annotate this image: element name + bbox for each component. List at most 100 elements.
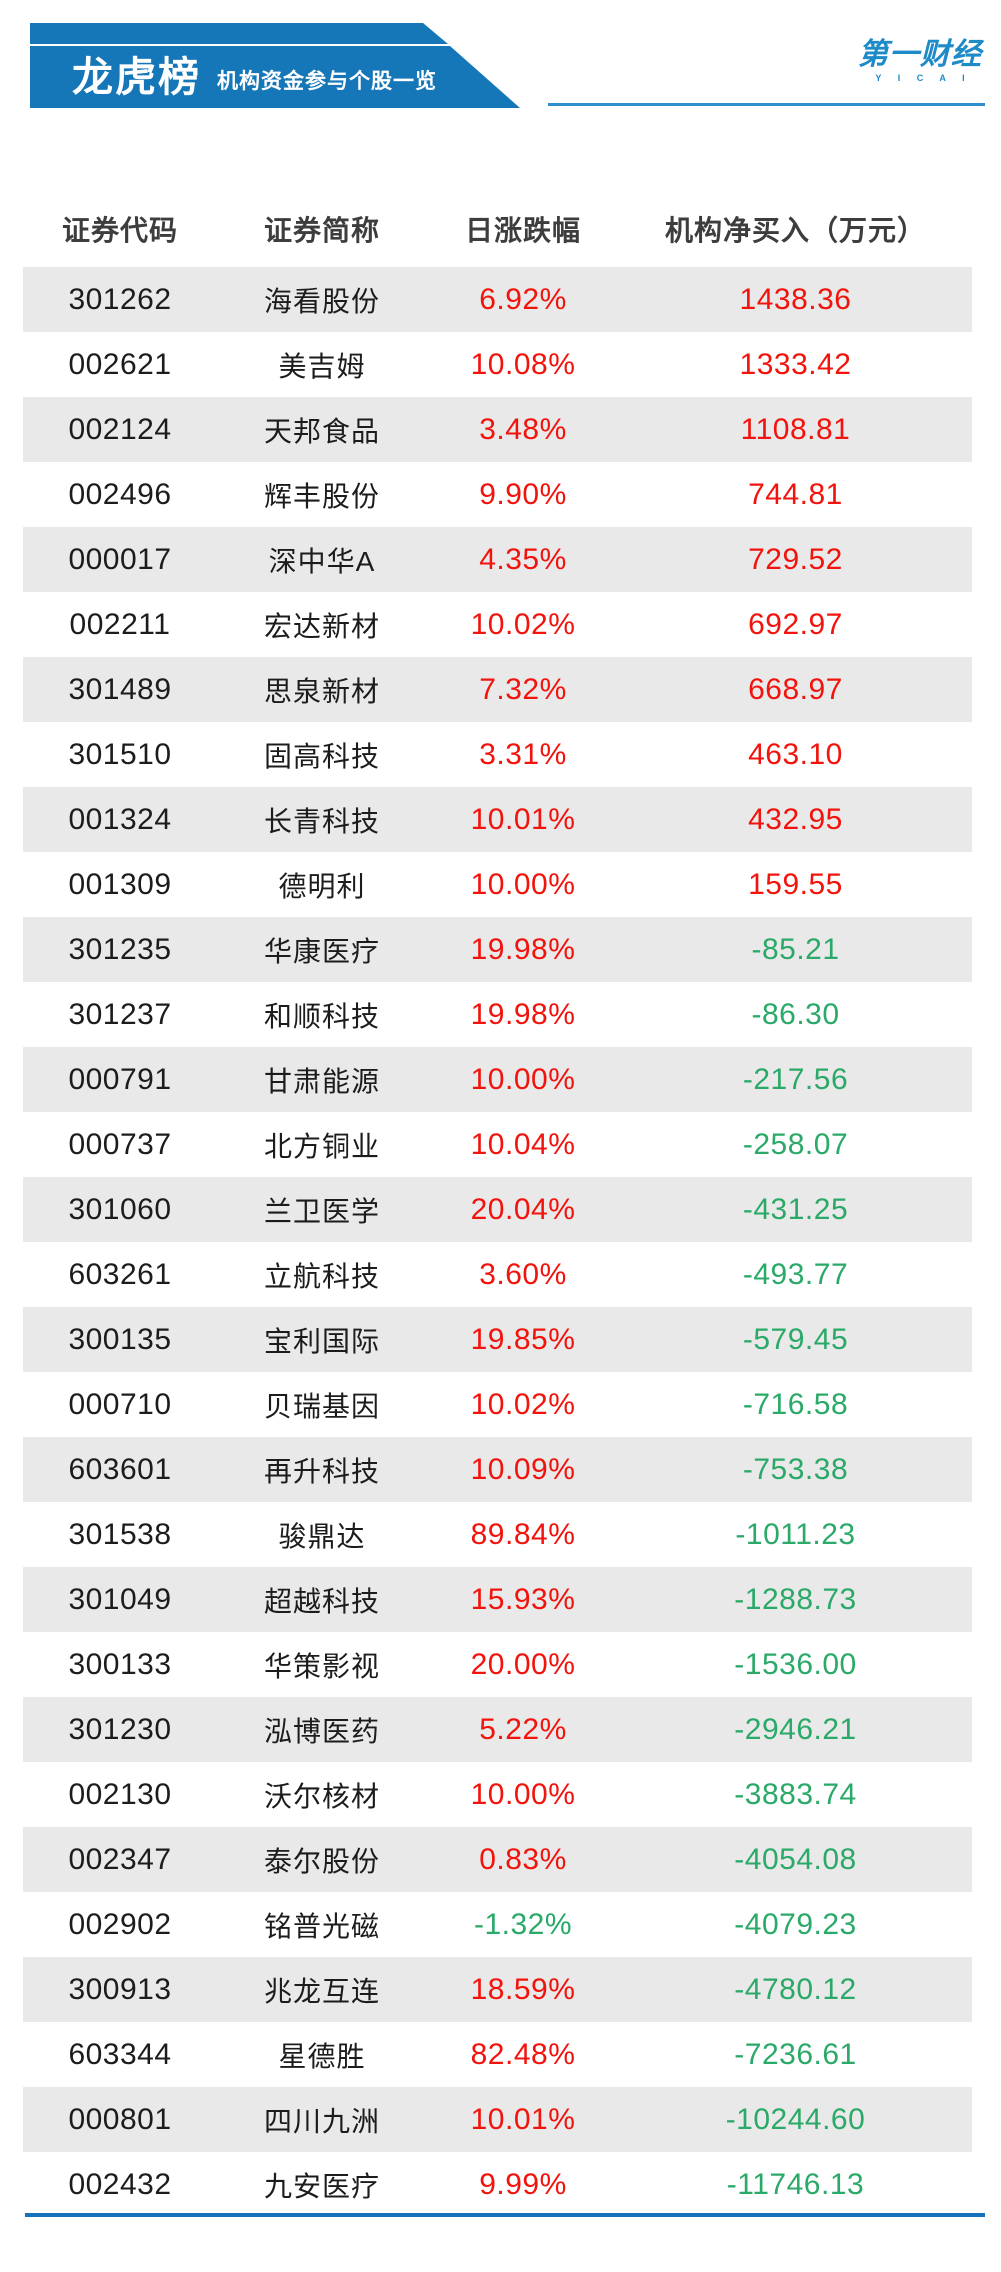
stock-name: 泓博医药 <box>263 1715 380 1747</box>
daily-change: 9.99% <box>479 2167 567 2201</box>
header-underline <box>548 103 985 106</box>
banner-top-strip <box>30 23 448 44</box>
net-buy: -4079.23 <box>734 1907 857 1941</box>
table-row: 301235 华康医疗 19.98% -85.21 <box>23 917 972 982</box>
net-buy: -11746.13 <box>726 2167 865 2201</box>
table-row: 301489 思泉新材 7.32% 668.97 <box>23 657 972 722</box>
daily-change: 10.01% <box>470 802 576 836</box>
net-buy: -1536.00 <box>734 1647 857 1681</box>
daily-change: 10.01% <box>470 2102 576 2136</box>
daily-change: 18.59% <box>470 1972 576 2006</box>
daily-change: 82.48% <box>470 2037 576 2071</box>
stock-name: 固高科技 <box>263 740 380 772</box>
yicai-logo-latin: Y I C A I <box>875 73 972 83</box>
stock-code: 000801 <box>68 2102 172 2136</box>
daily-change: 89.84% <box>470 1517 576 1551</box>
table-row: 002211 宏达新材 10.02% 692.97 <box>23 592 972 657</box>
stock-table: 证券代码 证券简称 日涨跌幅 机构净买入（万元） 301262 海看股份 6.92%… <box>23 190 972 2217</box>
stock-code: 301262 <box>68 282 172 316</box>
stock-code: 603601 <box>68 1452 172 1486</box>
stock-name: 泰尔股份 <box>263 1845 380 1877</box>
stock-code: 002124 <box>68 412 172 446</box>
net-buy: 1333.42 <box>739 347 852 381</box>
col-header-code: 证券代码 <box>61 214 178 246</box>
stock-code: 000017 <box>68 542 172 576</box>
table-row: 002432 九安医疗 9.99% -11746.13 <box>23 2152 972 2217</box>
net-buy: -1288.73 <box>734 1582 857 1616</box>
net-buy: -4780.12 <box>734 1972 857 2006</box>
stock-code: 000710 <box>68 1387 172 1421</box>
daily-change: 3.31% <box>479 737 567 771</box>
stock-code: 301235 <box>68 932 172 966</box>
daily-change: 3.48% <box>479 412 567 446</box>
table-row: 000017 深中华A 4.35% 729.52 <box>23 527 972 592</box>
daily-change: 19.98% <box>470 932 576 966</box>
table-row: 002130 沃尔核材 10.00% -3883.74 <box>23 1762 972 1827</box>
page-title: 龙虎榜 <box>72 53 201 100</box>
stock-code: 300133 <box>68 1647 172 1681</box>
daily-change: 20.00% <box>470 1647 576 1681</box>
daily-change: 10.09% <box>470 1452 576 1486</box>
stock-name: 兆龙互连 <box>263 1975 380 2007</box>
table-row: 000791 甘肃能源 10.00% -217.56 <box>23 1047 972 1112</box>
stock-code: 002347 <box>68 1842 172 1876</box>
stock-name: 辉丰股份 <box>263 480 380 512</box>
stock-name: 九安医疗 <box>263 2170 380 2202</box>
table-row: 301060 兰卫医学 20.04% -431.25 <box>23 1177 972 1242</box>
stock-name: 宝利国际 <box>263 1325 380 1357</box>
stock-code: 001309 <box>68 867 172 901</box>
daily-change: 10.08% <box>470 347 576 381</box>
yicai-logo: 第一财经 Y I C A I <box>855 38 985 83</box>
banner: 龙虎榜 机构资金参与个股一览 <box>30 46 520 108</box>
stock-name: 宏达新材 <box>263 610 380 642</box>
table-row: 300913 兆龙互连 18.59% -4780.12 <box>23 1957 972 2022</box>
daily-change: 10.00% <box>470 1777 576 1811</box>
net-buy: -258.07 <box>742 1127 849 1161</box>
table-row: 301049 超越科技 15.93% -1288.73 <box>23 1567 972 1632</box>
stock-name: 和顺科技 <box>263 1000 380 1032</box>
stock-code: 001324 <box>68 802 172 836</box>
daily-change: 19.85% <box>470 1322 576 1356</box>
yicai-logo-text: 第一财经 <box>858 38 982 71</box>
stock-code: 300135 <box>68 1322 172 1356</box>
stock-name: 超越科技 <box>263 1585 380 1617</box>
stock-code: 002432 <box>68 2167 172 2201</box>
stock-code: 603261 <box>68 1257 172 1291</box>
stock-code: 300913 <box>68 1972 172 2006</box>
net-buy: -1011.23 <box>735 1517 856 1551</box>
daily-change: 7.32% <box>479 672 567 706</box>
table-row: 301510 固高科技 3.31% 463.10 <box>23 722 972 787</box>
stock-code: 002621 <box>68 347 172 381</box>
table-row: 603344 星德胜 82.48% -7236.61 <box>23 2022 972 2087</box>
net-buy: -716.58 <box>742 1387 849 1421</box>
stock-code: 301230 <box>68 1712 172 1746</box>
table-body: 301262 海看股份 6.92% 1438.36 002621 美吉姆 10.08% 133… <box>23 267 972 2217</box>
table-row: 001309 德明利 10.00% 159.55 <box>23 852 972 917</box>
stock-name: 再升科技 <box>263 1455 380 1487</box>
daily-change: 6.92% <box>479 282 567 316</box>
bottom-divider-line <box>25 2213 985 2217</box>
stock-name: 骏鼎达 <box>278 1520 366 1552</box>
daily-change: 15.93% <box>470 1582 576 1616</box>
stock-name: 华康医疗 <box>263 935 380 967</box>
daily-change: 10.02% <box>470 1387 576 1421</box>
table-row: 301237 和顺科技 19.98% -86.30 <box>23 982 972 1047</box>
stock-name: 甘肃能源 <box>263 1065 380 1097</box>
stock-name: 北方铜业 <box>263 1130 380 1162</box>
stock-code: 301237 <box>68 997 172 1031</box>
daily-change: 10.04% <box>470 1127 576 1161</box>
net-buy: -431.25 <box>742 1192 849 1226</box>
stock-name: 沃尔核材 <box>263 1780 380 1812</box>
net-buy: -85.21 <box>751 932 840 966</box>
table-row: 002124 天邦食品 3.48% 1108.81 <box>23 397 972 462</box>
page-subtitle: 机构资金参与个股一览 <box>217 69 437 93</box>
stock-code: 603344 <box>68 2037 172 2071</box>
net-buy: 159.55 <box>748 867 843 901</box>
net-buy: -753.38 <box>742 1452 849 1486</box>
stock-name: 天邦食品 <box>263 415 380 447</box>
stock-name: 德明利 <box>278 870 366 902</box>
stock-name: 铭普光磁 <box>263 1910 380 1942</box>
daily-change: 9.90% <box>479 477 567 511</box>
net-buy: -579.45 <box>742 1322 849 1356</box>
col-header-name: 证券简称 <box>263 214 380 246</box>
